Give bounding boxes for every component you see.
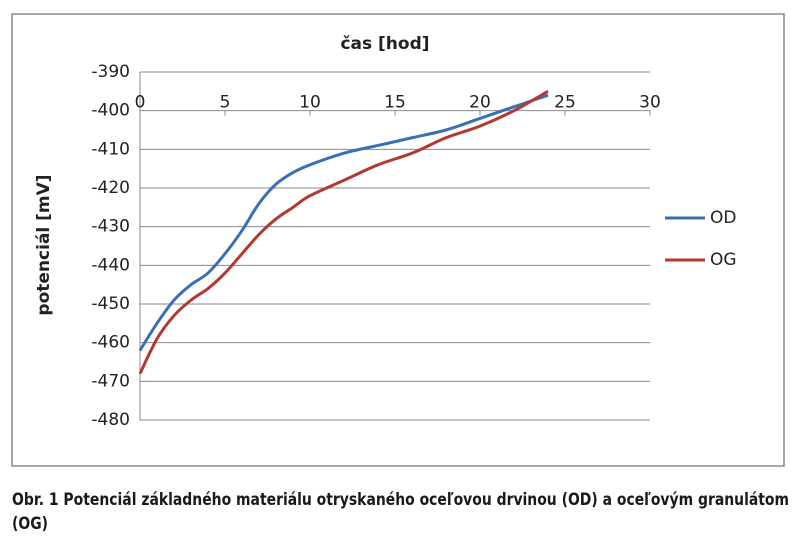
x-axis-title: čas [hod] <box>340 34 429 54</box>
y-tick-label: -430 <box>91 217 130 237</box>
y-tick-label: -450 <box>91 294 130 314</box>
x-tick-label: 25 <box>554 93 576 113</box>
y-tick-label: -390 <box>91 62 130 82</box>
series-line <box>138 90 549 375</box>
y-tick-label: -410 <box>91 139 130 159</box>
y-tick-label: -440 <box>91 255 130 275</box>
x-tick-label: 15 <box>384 93 406 113</box>
y-tick-label: -480 <box>91 410 130 430</box>
y-tick-label: -400 <box>91 101 130 121</box>
x-tick-label: 30 <box>639 93 661 113</box>
series-line <box>138 93 549 352</box>
legend-label: OD <box>710 208 736 228</box>
y-axis-title: potenciál [mV] <box>34 174 54 315</box>
x-tick-label: 5 <box>220 93 231 113</box>
chart: čas [hod] potenciál [mV] -390 -400 -410 -42… <box>11 13 785 467</box>
y-tick-label: -420 <box>91 178 130 198</box>
x-tick-label: 20 <box>469 93 491 113</box>
chart-border <box>11 13 785 467</box>
x-tick-label: 0 <box>135 93 146 113</box>
caption: Obr. 1 Potenciál základného materiálu ot… <box>12 490 790 534</box>
y-tick-label: -460 <box>91 333 130 353</box>
x-tick-label: 10 <box>299 93 321 113</box>
legend-label: OG <box>710 250 737 270</box>
y-tick-label: -470 <box>91 371 130 391</box>
